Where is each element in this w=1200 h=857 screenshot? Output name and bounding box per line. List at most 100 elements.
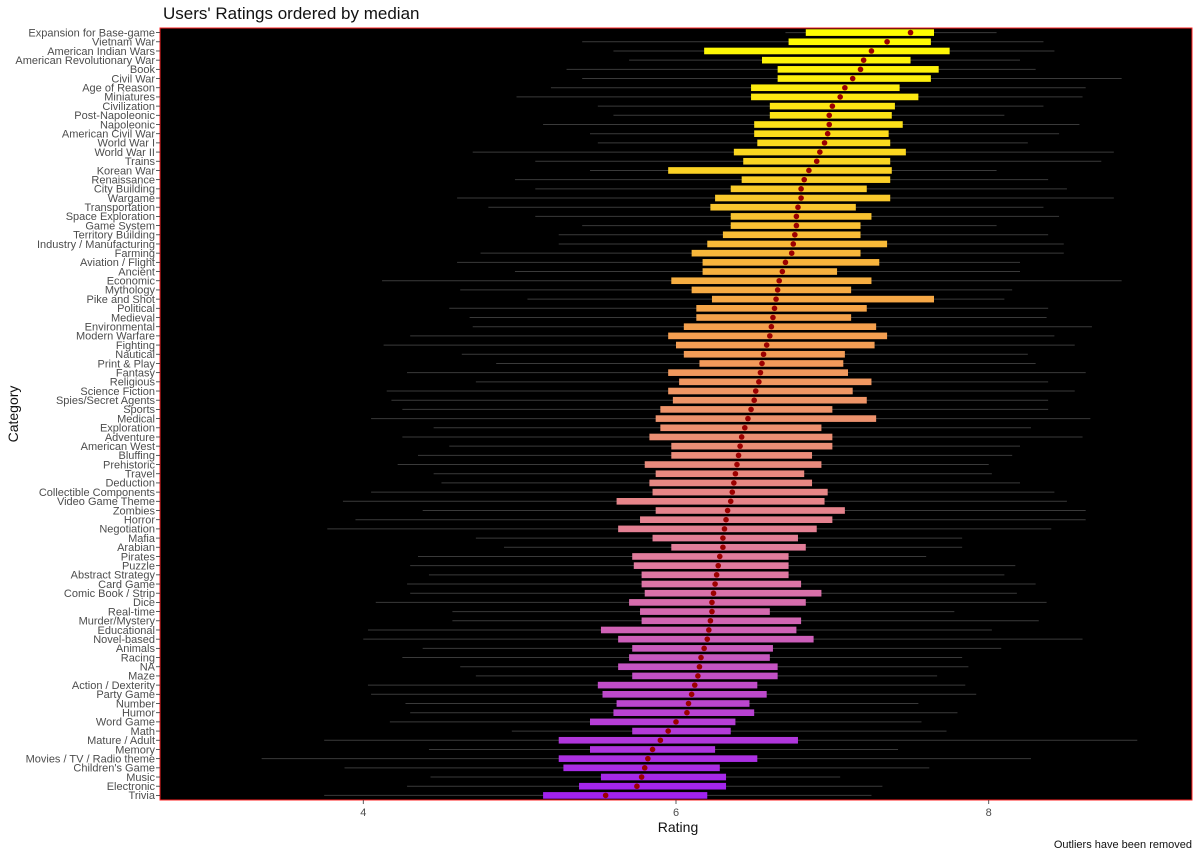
category-label: Music	[126, 772, 155, 784]
category-label: Space Exploration	[66, 211, 155, 223]
box	[730, 213, 872, 220]
y-axis-label: Category	[5, 386, 21, 443]
category-label: Ancient	[118, 266, 155, 278]
median-point	[729, 489, 736, 495]
median-point	[760, 351, 767, 358]
box	[679, 378, 872, 386]
median-point	[649, 746, 656, 753]
category-label: Trains	[125, 156, 156, 168]
median-point	[795, 204, 801, 211]
category-label: American Indian Wars	[47, 46, 155, 58]
category-label: NA	[140, 662, 156, 674]
median-point	[829, 103, 836, 109]
median-point	[817, 149, 823, 155]
category-label: Sports	[123, 404, 155, 416]
category-label: Expansion for Base-game	[28, 27, 155, 39]
box	[616, 700, 750, 707]
box	[652, 488, 828, 496]
median-point	[709, 608, 715, 615]
median-point	[707, 617, 714, 624]
median-point	[698, 654, 704, 661]
box	[563, 764, 720, 772]
median-point	[757, 369, 764, 376]
box	[668, 167, 892, 174]
box	[691, 286, 852, 294]
box	[722, 231, 861, 239]
box	[805, 29, 934, 36]
median-point	[793, 213, 800, 220]
category-label: Medieval	[111, 312, 155, 324]
category-label: Dice	[133, 597, 155, 609]
box	[672, 396, 867, 404]
chart-title: Users' Ratings ordered by median	[163, 4, 419, 23]
category-label: Exploration	[100, 423, 155, 435]
box	[597, 681, 758, 689]
median-point	[701, 645, 707, 652]
median-point	[673, 719, 679, 725]
median-point	[884, 38, 890, 45]
category-label: Movies / TV / Radio theme	[26, 753, 155, 765]
median-point	[706, 627, 712, 633]
median-point	[767, 333, 773, 339]
category-label: Medical	[117, 413, 155, 425]
category-label: Fantasy	[116, 367, 156, 379]
box	[644, 461, 822, 468]
category-label: Real-time	[108, 606, 155, 618]
category-label: Comic Book / Strip	[64, 588, 155, 600]
category-label: Prehistoric	[103, 459, 155, 471]
category-label: Bluffing	[119, 450, 156, 462]
median-point	[770, 314, 776, 321]
median-point	[710, 590, 717, 597]
category-label: Word Game	[96, 717, 155, 729]
median-point	[720, 535, 726, 541]
median-point	[773, 296, 779, 302]
category-label: Political	[117, 303, 155, 315]
box	[640, 516, 833, 523]
category-label: Miniatures	[104, 92, 155, 104]
median-point	[826, 121, 833, 128]
category-label: Modern Warfare	[76, 331, 155, 343]
category-label: World War I	[98, 138, 155, 150]
category-label: Card Game	[98, 579, 155, 591]
box	[632, 727, 731, 735]
category-label: Mature / Adult	[87, 735, 155, 747]
chart-caption: Outliers have been removed	[1054, 839, 1192, 851]
category-label: Murder/Mystery	[79, 616, 156, 628]
category-label: Abstract Strategy	[71, 570, 156, 582]
median-point	[751, 397, 757, 404]
box	[691, 249, 861, 257]
category-label: Arabian	[117, 542, 155, 554]
box	[649, 479, 813, 487]
category-label: Territory Building	[73, 230, 155, 242]
category-label: Environmental	[85, 321, 155, 333]
category-label: Religious	[110, 377, 156, 389]
median-point	[709, 599, 715, 606]
category-label: Racing	[121, 652, 155, 664]
median-point	[665, 728, 671, 734]
category-label: Math	[131, 726, 155, 738]
median-point	[723, 516, 729, 523]
median-point	[748, 406, 754, 413]
median-point	[737, 443, 743, 449]
category-label: Renaissance	[91, 174, 155, 186]
category-label: Economic	[107, 276, 156, 288]
box	[671, 543, 806, 551]
median-point	[842, 84, 848, 91]
median-point	[745, 415, 751, 422]
category-label: Negotiation	[99, 524, 155, 536]
category-label: Memory	[115, 744, 155, 756]
box	[711, 295, 934, 303]
category-label: Age of Reason	[82, 83, 155, 95]
category-label: Post-Napoleonic	[74, 110, 155, 122]
median-point	[721, 526, 728, 532]
median-point	[790, 241, 797, 247]
median-point	[849, 75, 856, 82]
category-label: Children's Game	[73, 763, 155, 775]
category-label: American Civil War	[62, 128, 155, 140]
category-label: Travel	[125, 469, 155, 481]
median-point	[715, 562, 722, 569]
median-point	[724, 507, 731, 514]
box	[655, 507, 845, 514]
